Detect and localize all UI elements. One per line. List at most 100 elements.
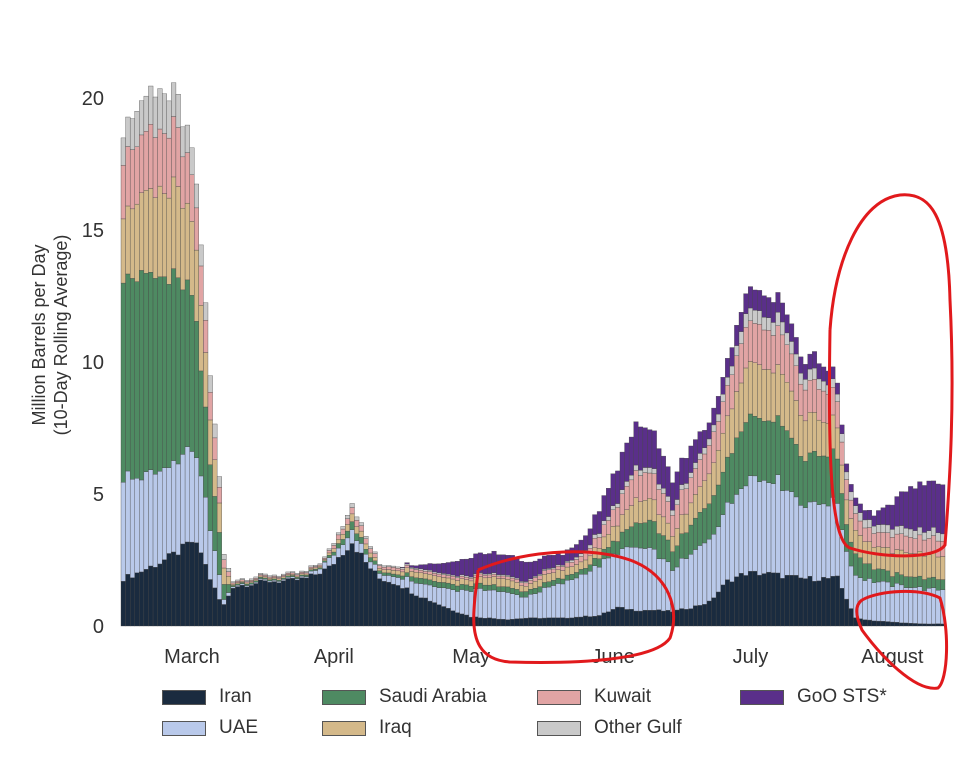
bar-segment-kuwait-day-27 xyxy=(244,581,250,584)
bar-segment-kuwait-day-63 xyxy=(409,568,415,572)
bar-segment-other-gulf-day-4 xyxy=(139,100,145,136)
bar-segment-uae-day-43 xyxy=(317,568,323,575)
legend-label-uae: UAE xyxy=(219,717,259,738)
bar-segment-iraq-day-99 xyxy=(574,564,579,573)
bar-segment-iran-day-18 xyxy=(203,564,209,627)
bar-segment-iran-day-0 xyxy=(120,581,126,627)
bar-segment-kuwait-day-119 xyxy=(665,501,671,524)
bar-segment-iraq-day-35 xyxy=(281,576,286,579)
bar-segment-iran-day-153 xyxy=(821,577,827,627)
bar-segment-kuwait-day-30 xyxy=(258,574,264,577)
bar-segment-uae-day-114 xyxy=(642,548,648,611)
bar-segment-kuwait-day-91 xyxy=(537,575,543,580)
bar-segment-other-gulf-day-73 xyxy=(455,576,460,578)
bar-segment-uae-day-69 xyxy=(436,587,442,605)
bar-segment-uae-day-59 xyxy=(390,576,396,585)
bar-segment-kuwait-day-121 xyxy=(674,504,680,529)
bar-segment-uae-day-100 xyxy=(578,574,584,618)
bar-segment-uae-day-127 xyxy=(702,542,708,605)
bar-segment-iraq-day-153 xyxy=(821,422,827,457)
bar-segment-goo-sts-day-128 xyxy=(706,422,712,440)
bar-segment-uae-day-85 xyxy=(509,593,515,620)
bar-segment-other-gulf-day-130 xyxy=(715,413,721,422)
bar-segment-iran-day-43 xyxy=(317,573,323,627)
bar-segment-kuwait-day-4 xyxy=(139,134,145,193)
bar-segment-saudi-arabia-day-100 xyxy=(578,569,584,575)
bar-segment-iraq-day-80 xyxy=(487,577,492,586)
bar-segment-other-gulf-day-39 xyxy=(299,570,305,573)
bar-segment-uae-day-115 xyxy=(647,547,653,611)
bar-segment-saudi-arabia-day-120 xyxy=(670,551,676,571)
bar-segment-iran-day-58 xyxy=(386,581,392,627)
bar-segment-goo-sts-day-132 xyxy=(725,358,731,378)
bar-segment-goo-sts-day-135 xyxy=(738,312,744,332)
bar-segment-goo-sts-day-175 xyxy=(921,485,927,533)
bar-segment-kuwait-day-52 xyxy=(358,525,364,532)
bar-segment-uae-day-151 xyxy=(812,501,817,582)
bar-segment-saudi-arabia-day-8 xyxy=(157,276,163,472)
bar-segment-other-gulf-day-157 xyxy=(839,433,845,443)
bar-segment-saudi-arabia-day-177 xyxy=(931,576,937,588)
bar-segment-iran-day-102 xyxy=(587,616,593,627)
bar-segment-goo-sts-day-105 xyxy=(601,495,607,522)
bar-segment-goo-sts-day-130 xyxy=(715,396,721,415)
bar-segment-uae-day-3 xyxy=(134,478,140,574)
bar-segment-other-gulf-day-71 xyxy=(445,573,451,576)
bar-segment-other-gulf-day-23 xyxy=(226,568,232,572)
bar-segment-iran-day-49 xyxy=(345,550,351,627)
bar-segment-kuwait-day-60 xyxy=(395,568,401,572)
bar-segment-iran-day-110 xyxy=(624,609,630,627)
bar-segment-iraq-day-101 xyxy=(583,559,589,569)
bar-segment-saudi-arabia-day-134 xyxy=(734,437,740,495)
bar-segment-other-gulf-day-150 xyxy=(807,368,813,381)
bar-segment-iran-day-71 xyxy=(445,607,451,627)
bar-segment-iran-day-105 xyxy=(601,612,607,627)
bar-segment-kuwait-day-159 xyxy=(848,499,854,519)
bar-segment-saudi-arabia-day-131 xyxy=(720,471,726,515)
bar-segment-other-gulf-day-95 xyxy=(555,564,561,567)
bar-segment-kuwait-day-117 xyxy=(656,489,662,515)
bar-segment-iraq-day-65 xyxy=(418,572,424,579)
bar-segment-saudi-arabia-day-44 xyxy=(322,560,328,563)
bar-segment-iran-day-94 xyxy=(551,617,557,627)
legend-item-goo-sts: GoO STS* xyxy=(740,686,887,708)
bar-segment-uae-day-62 xyxy=(404,576,410,588)
bar-segment-iran-day-61 xyxy=(400,588,405,627)
bar-segment-uae-day-46 xyxy=(331,555,337,565)
bar-segment-saudi-arabia-day-118 xyxy=(661,535,666,560)
bar-segment-iran-day-172 xyxy=(908,623,914,627)
bar-segment-saudi-arabia-day-75 xyxy=(464,584,470,591)
bar-segment-iran-day-118 xyxy=(661,610,666,627)
bar-segment-uae-day-132 xyxy=(725,502,731,580)
bar-segment-uae-day-4 xyxy=(139,479,145,573)
bar-segment-uae-day-94 xyxy=(551,585,557,618)
bar-segment-uae-day-72 xyxy=(450,589,456,611)
bar-segment-other-gulf-day-36 xyxy=(285,571,291,574)
bar-segment-iraq-day-43 xyxy=(317,566,323,568)
y-axis-title: Million Barrels per Day (10-Day Rolling … xyxy=(29,235,71,436)
bar-segment-uae-day-50 xyxy=(349,529,355,544)
bar-segment-other-gulf-day-90 xyxy=(532,576,538,578)
bar-segment-other-gulf-day-53 xyxy=(363,535,369,539)
bar-segment-other-gulf-day-19 xyxy=(207,375,213,393)
bar-segment-iran-day-177 xyxy=(931,623,937,627)
bar-segment-uae-day-144 xyxy=(780,490,785,579)
bar-segment-saudi-arabia-day-64 xyxy=(413,577,419,584)
bar-segment-iraq-day-24 xyxy=(230,584,236,586)
bar-segment-iran-day-100 xyxy=(578,616,584,627)
bar-segment-other-gulf-day-162 xyxy=(862,519,868,529)
bar-segment-iraq-day-157 xyxy=(839,464,845,494)
bar-segment-other-gulf-day-1 xyxy=(125,116,131,147)
bar-segment-uae-day-161 xyxy=(857,577,863,619)
bar-segment-goo-sts-day-64 xyxy=(413,565,419,569)
legend-item-saudi-arabia: Saudi Arabia xyxy=(322,686,487,708)
bar-segment-uae-day-41 xyxy=(308,570,314,574)
bar-segment-iran-day-127 xyxy=(702,604,708,627)
bar-segment-iran-day-11 xyxy=(171,551,177,627)
bar-segment-uae-day-26 xyxy=(239,583,245,586)
bar-segment-kuwait-day-57 xyxy=(381,566,387,570)
bar-segment-kuwait-day-0 xyxy=(120,165,126,220)
bar-segment-kuwait-day-111 xyxy=(628,479,634,506)
bar-segment-kuwait-day-143 xyxy=(775,325,781,365)
